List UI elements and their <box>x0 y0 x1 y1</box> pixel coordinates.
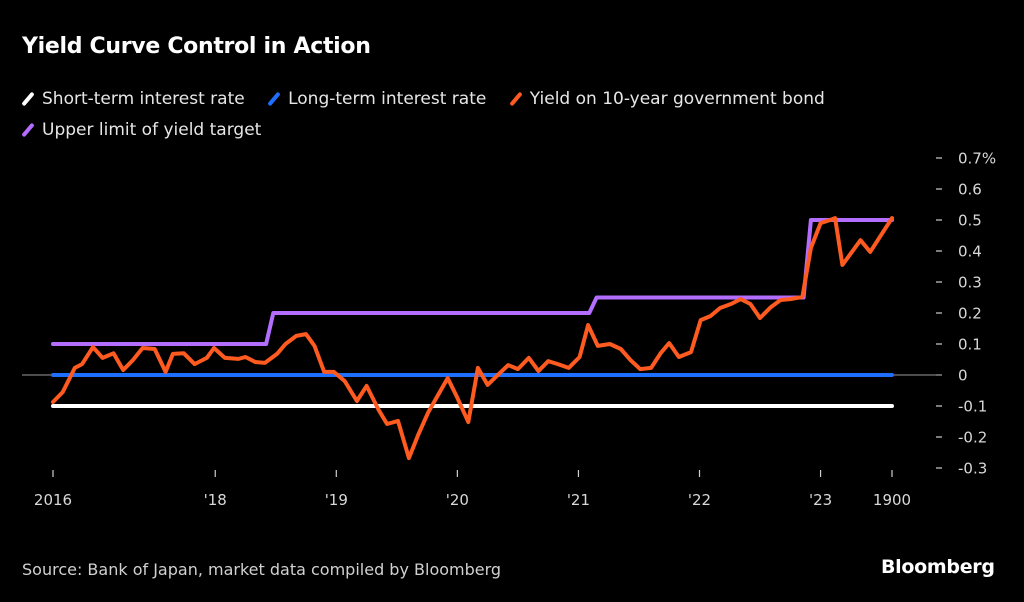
y-tick-label: 0 <box>958 367 968 385</box>
bloomberg-logo: Bloomberg <box>881 556 995 578</box>
legend-item-10y-yield: Yield on 10-year government bond <box>509 85 825 113</box>
y-tick-label: -0.3 <box>958 460 987 478</box>
y-tick-label: 0.6 <box>958 181 982 199</box>
chart-title: Yield Curve Control in Action <box>22 34 371 59</box>
x-tick-label: '22 <box>688 491 711 509</box>
upper-limit-line <box>51 218 894 346</box>
legend-label: Yield on 10-year government bond <box>529 89 825 109</box>
x-axis: 2016 '18 '19 '20 '21 '22 '23 1900 <box>34 470 911 509</box>
x-tick-label: 2016 <box>34 491 72 509</box>
legend-label: Short-term interest rate <box>42 89 245 109</box>
legend-item-short-term: Short-term interest rate <box>21 85 245 113</box>
y-tick-label: -0.2 <box>958 429 987 447</box>
y-tick-label: 0.5 <box>958 212 982 230</box>
legend-item-long-term: Long-term interest rate <box>267 85 487 113</box>
series-group <box>51 216 894 461</box>
source-note: Source: Bank of Japan, market data compi… <box>22 560 502 579</box>
y-tick-label: 0.7% <box>958 150 996 168</box>
legend-item-upper-limit: Upper limit of yield target <box>21 116 262 144</box>
legend-label: Long-term interest rate <box>288 89 487 109</box>
x-tick-label: '20 <box>446 491 469 509</box>
y-tick-label: 0.3 <box>958 274 982 292</box>
y-tick-label: 0.4 <box>958 243 982 261</box>
y-tick-label: 0.1 <box>958 336 982 354</box>
x-tick-label: '18 <box>204 491 227 509</box>
x-tick-label: '23 <box>809 491 832 509</box>
ten-year-yield-line <box>51 216 894 461</box>
y-tick-label: -0.1 <box>958 398 987 416</box>
x-tick-label: '19 <box>325 491 348 509</box>
x-tick-label: 1900 <box>873 491 911 509</box>
y-tick-label: 0.2 <box>958 305 982 323</box>
legend-label: Upper limit of yield target <box>42 120 262 140</box>
x-tick-label: '21 <box>567 491 590 509</box>
legend: Short-term interest rate Long-term inter… <box>21 85 1012 147</box>
